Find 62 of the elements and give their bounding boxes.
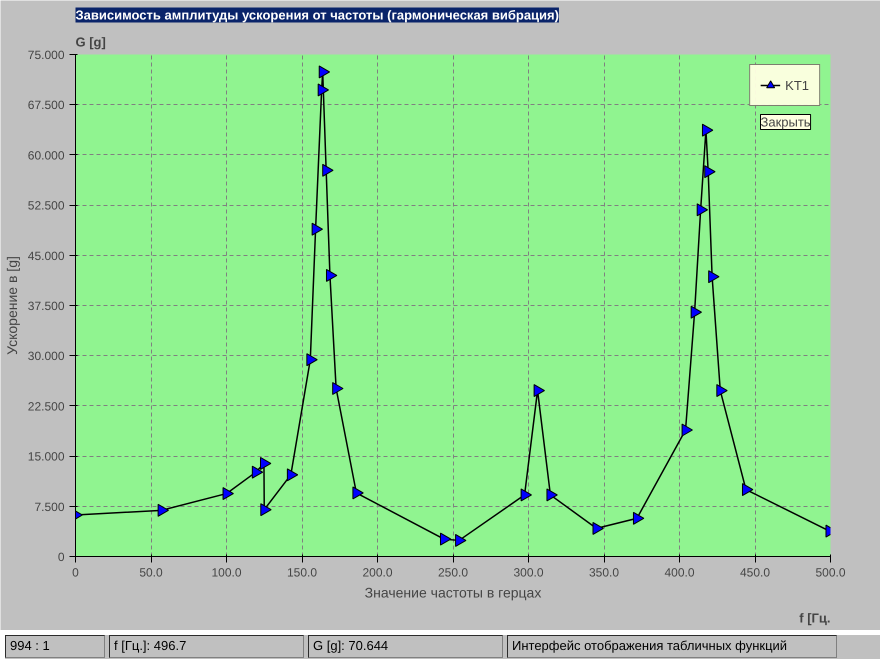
point [592,522,604,535]
point [632,512,644,525]
point [322,164,334,177]
point [286,468,298,482]
text: 994 : 1 [5,635,105,658]
point [708,270,720,284]
point [440,532,452,546]
text: Интерфейс отображения табличных функций [507,635,837,658]
text: f [Гц. [799,610,831,626]
text: f [Гц.]: 496.7 [109,635,304,658]
y-tick-label: 30.000 [28,349,65,364]
point [455,534,466,547]
annotation: Закрыть [760,114,811,130]
point [318,83,330,96]
y-tick-label: 15.000 [28,450,65,464]
y-tick-label: 52.500 [28,198,65,213]
x-tick-label: 350.0 [588,566,620,580]
point [682,423,693,436]
point [222,487,234,500]
x-tick-label: 500.0 [815,566,846,580]
y-tick-label: 60.000 [28,148,65,162]
legend-label: KT1 [785,78,809,92]
point [318,65,330,78]
point [704,165,716,178]
x-axis-title: Значение частоты в герцах [364,584,542,600]
y-tick-label: 45.000 [28,248,65,263]
y-tick-label: 67.500 [28,98,65,112]
point [690,306,702,319]
point [260,503,272,516]
x-tick-label: 450.0 [740,566,770,580]
chart-title: Зависимость амплитуды ускорения от частоты (гармоническая вибрация) [76,8,559,22]
y-tick-label: 22.500 [28,399,65,414]
point [260,456,272,470]
x-tick-label: 100.0 [211,566,242,580]
x-tick-label: 0 [72,566,80,580]
x-tick-label: 400.0 [664,566,695,580]
y-axis-title: Ускорение в [g] [4,256,20,355]
point [332,382,344,395]
point [546,488,558,502]
point [534,384,545,398]
point [306,353,318,366]
point [352,486,364,500]
y-tick-label: 0 [58,550,65,564]
point [326,268,338,282]
x-tick-label: 250.0 [438,566,468,580]
text: G [g] [76,34,106,50]
point [702,124,714,137]
point [252,466,264,479]
x-tick-label: 150.0 [286,566,318,580]
point [716,384,728,398]
point [158,504,169,517]
text: G [g]: 70.644 [308,635,503,658]
point [520,488,532,502]
y-tick-label: 7.500 [34,500,65,514]
x-tick-label: 50.0 [139,566,164,580]
point [742,483,754,496]
y-tick-label: 37.500 [28,299,65,313]
x-tick-label: 200.0 [362,566,393,580]
y-tick-label: 75.000 [28,48,65,62]
point [696,203,708,216]
x-tick-label: 300.0 [513,566,544,580]
point [312,222,324,236]
